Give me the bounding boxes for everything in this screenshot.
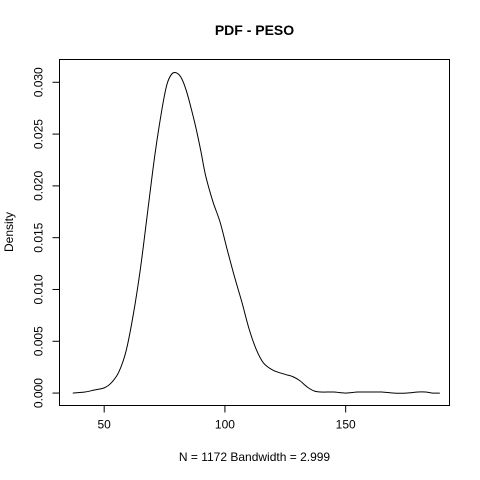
x-axis-label: N = 1172 Bandwidth = 2.999 (179, 450, 331, 464)
y-tick-label: 0.020 (32, 171, 46, 201)
plot-frame (60, 60, 450, 406)
chart-title: PDF - PESO (215, 22, 294, 38)
series-layer (73, 72, 440, 393)
x-tick-label: 100 (215, 418, 235, 432)
y-axis: 0.000 0.005 0.010 0.015 0.020 0.025 0.030 (32, 67, 60, 408)
x-tick-label: 50 (97, 418, 111, 432)
y-tick-label: 0.005 (32, 326, 46, 356)
y-tick-label: 0.015 (32, 222, 46, 252)
density-curve (73, 72, 440, 393)
y-tick-label: 0.000 (32, 378, 46, 408)
y-tick-label: 0.025 (32, 119, 46, 149)
y-tick-label: 0.030 (32, 67, 46, 97)
y-tick-label: 0.010 (32, 274, 46, 304)
x-tick-label: 150 (336, 418, 356, 432)
x-axis: 50 100 150 (97, 406, 355, 432)
y-axis-label: Density (2, 212, 16, 252)
